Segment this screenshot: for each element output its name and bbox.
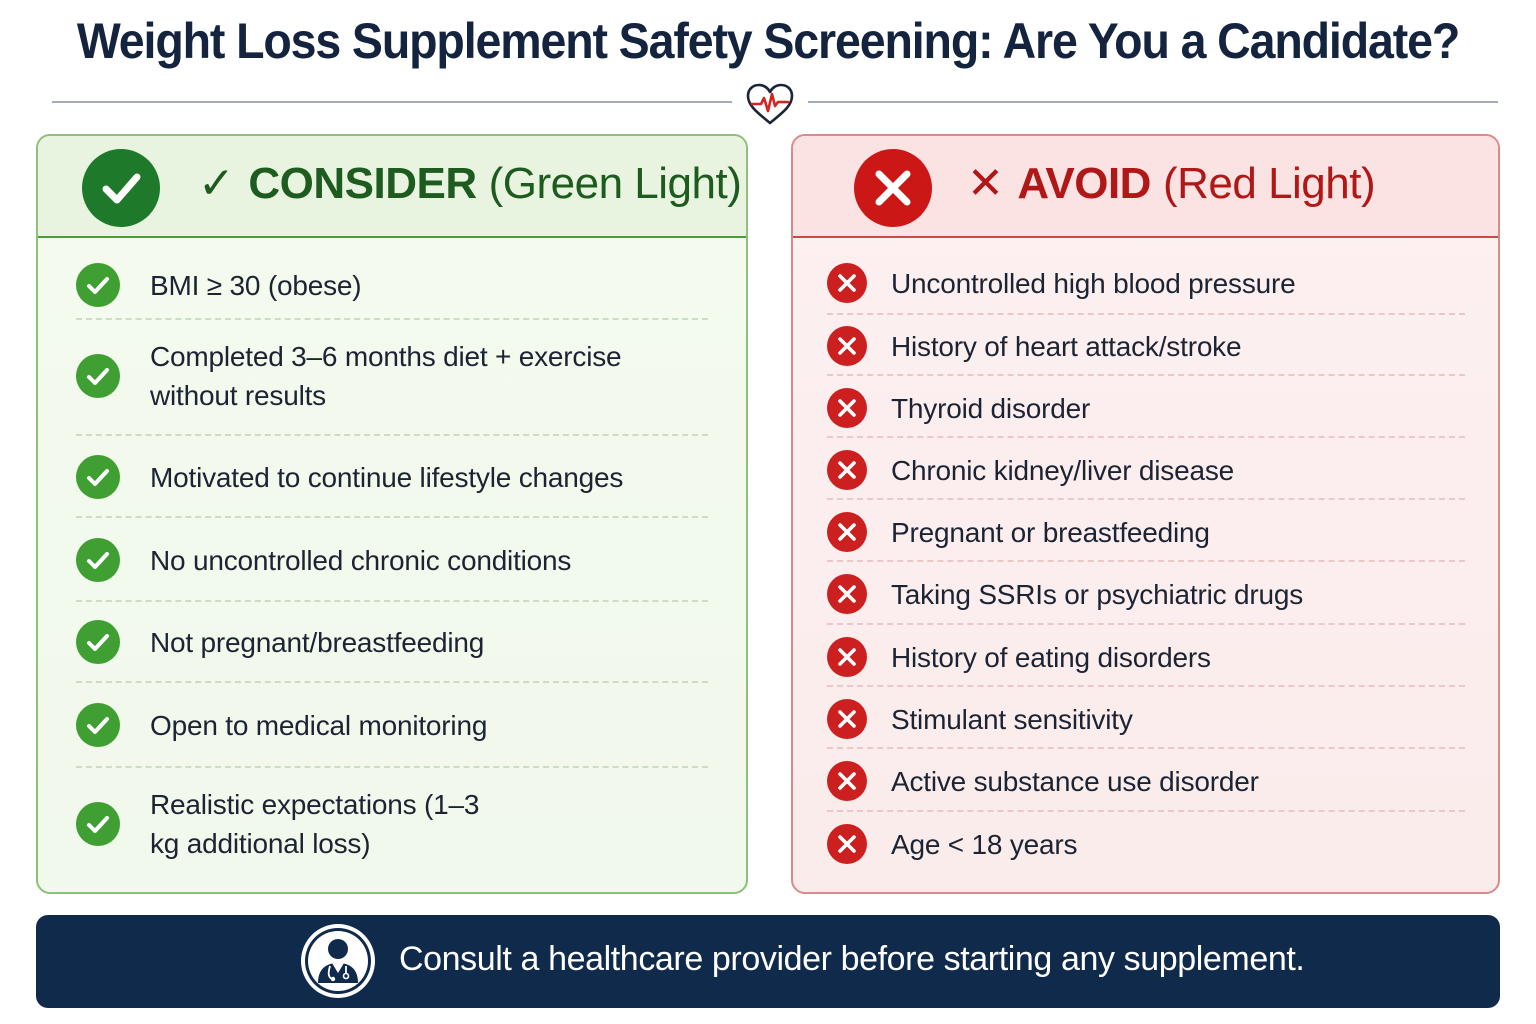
list-item: History of heart attack/stroke xyxy=(827,322,1465,370)
x-circle-icon xyxy=(827,761,867,801)
list-divider xyxy=(827,436,1465,438)
title-divider-left xyxy=(52,101,732,103)
list-item-text: Not pregnant/breastfeeding xyxy=(150,626,485,658)
list-item-text: History of heart attack/stroke xyxy=(891,330,1242,362)
check-circle-icon xyxy=(82,149,160,227)
list-item: Active substance use disorder xyxy=(827,757,1465,805)
page-title: Weight Loss Supplement Safety Screening:… xyxy=(76,13,1460,69)
list-divider xyxy=(827,560,1465,562)
list-divider xyxy=(827,374,1465,376)
list-item: Motivated to continue lifestyle changes xyxy=(76,448,708,506)
list-item: No uncontrolled chronic conditions xyxy=(76,529,708,591)
avoid-sublabel: (Red Light) xyxy=(1162,158,1376,208)
list-divider xyxy=(827,685,1465,687)
list-item-text: No uncontrolled chronic conditions xyxy=(150,544,572,576)
list-item: Age < 18 years xyxy=(827,820,1465,868)
list-item-text: History of eating disorders xyxy=(891,641,1211,673)
x-circle-icon xyxy=(827,450,867,490)
list-item-text: Pregnant or breastfeeding xyxy=(891,516,1210,548)
list-item-text: Uncontrolled high blood pressure xyxy=(891,267,1296,299)
list-item-text: Stimulant sensitivity xyxy=(891,703,1133,735)
list-divider xyxy=(827,313,1465,315)
consider-sublabel: (Green Light) xyxy=(488,158,742,208)
list-divider xyxy=(827,498,1465,500)
list-item: Realistic expectations (1–3 kg additiona… xyxy=(76,774,708,874)
consider-panel: ✓ CONSIDER (Green Light) BMI ≥ 30 (obese… xyxy=(36,134,748,894)
list-divider xyxy=(827,810,1465,812)
check-circle-icon xyxy=(76,538,120,582)
check-circle-icon xyxy=(76,263,120,307)
consider-title: ✓ CONSIDER (Green Light) xyxy=(198,158,742,209)
x-circle-icon xyxy=(827,326,867,366)
list-item: Taking SSRIs or psychiatric drugs xyxy=(827,570,1465,618)
list-divider xyxy=(76,434,708,436)
list-item-text: Age < 18 years xyxy=(891,828,1078,860)
x-circle-icon xyxy=(827,699,867,739)
footer-banner: Consult a healthcare provider before sta… xyxy=(36,915,1500,1008)
check-circle-icon xyxy=(76,802,120,846)
list-item-text: Realistic expectations (1–3 kg additiona… xyxy=(150,789,480,859)
list-item-text: Motivated to continue lifestyle changes xyxy=(150,461,624,493)
list-item: Open to medical monitoring xyxy=(76,694,708,756)
list-item: Completed 3–6 months diet + exercise wit… xyxy=(76,326,708,426)
check-icon xyxy=(102,173,141,204)
avoid-title: ✕ AVOID (Red Light) xyxy=(967,158,1376,209)
list-item: Not pregnant/breastfeeding xyxy=(76,613,708,671)
heart-pulse-icon xyxy=(746,83,794,125)
list-divider xyxy=(76,681,708,683)
footer-text: Consult a healthcare provider before sta… xyxy=(399,940,1305,978)
consider-label: CONSIDER xyxy=(248,158,477,208)
list-divider xyxy=(827,623,1465,625)
x-circle-icon xyxy=(827,388,867,428)
list-item: Thyroid disorder xyxy=(827,384,1465,432)
list-divider xyxy=(76,318,708,320)
list-item: BMI ≥ 30 (obese) xyxy=(76,254,708,316)
list-item: History of eating disorders xyxy=(827,633,1465,681)
list-item-text: Open to medical monitoring xyxy=(150,709,488,741)
list-divider xyxy=(827,747,1465,749)
list-item-text: BMI ≥ 30 (obese) xyxy=(150,269,362,301)
list-divider xyxy=(76,600,708,602)
check-circle-icon xyxy=(76,354,120,398)
x-icon xyxy=(875,170,911,206)
list-item: Chronic kidney/liver disease xyxy=(827,446,1465,494)
doctor-icon xyxy=(301,924,375,998)
list-item-text: Chronic kidney/liver disease xyxy=(891,454,1235,486)
x-circle-icon xyxy=(827,512,867,552)
x-mark-icon: ✕ xyxy=(967,158,1004,209)
consider-header: ✓ CONSIDER (Green Light) xyxy=(38,136,746,238)
avoid-panel: ✕ AVOID (Red Light) Uncontrolled high bl… xyxy=(791,134,1500,894)
title-divider-right xyxy=(808,101,1498,103)
list-item: Stimulant sensitivity xyxy=(827,695,1465,743)
list-divider xyxy=(76,516,708,518)
list-item-text: Taking SSRIs or psychiatric drugs xyxy=(891,578,1304,610)
list-divider xyxy=(76,766,708,768)
x-circle-icon xyxy=(827,824,867,864)
list-item: Pregnant or breastfeeding xyxy=(827,508,1465,556)
x-circle-icon xyxy=(827,574,867,614)
avoid-header: ✕ AVOID (Red Light) xyxy=(793,136,1498,238)
avoid-label: AVOID xyxy=(1017,158,1151,208)
list-item-text: Completed 3–6 months diet + exercise wit… xyxy=(150,341,622,411)
x-circle-icon xyxy=(827,263,867,303)
check-mark-icon: ✓ xyxy=(198,158,235,209)
list-item-text: Thyroid disorder xyxy=(891,392,1091,424)
x-circle-icon xyxy=(854,149,932,227)
list-item: Uncontrolled high blood pressure xyxy=(827,259,1465,307)
x-circle-icon xyxy=(827,637,867,677)
check-circle-icon xyxy=(76,455,120,499)
list-item-text: Active substance use disorder xyxy=(891,765,1259,797)
check-circle-icon xyxy=(76,620,120,664)
check-circle-icon xyxy=(76,703,120,747)
